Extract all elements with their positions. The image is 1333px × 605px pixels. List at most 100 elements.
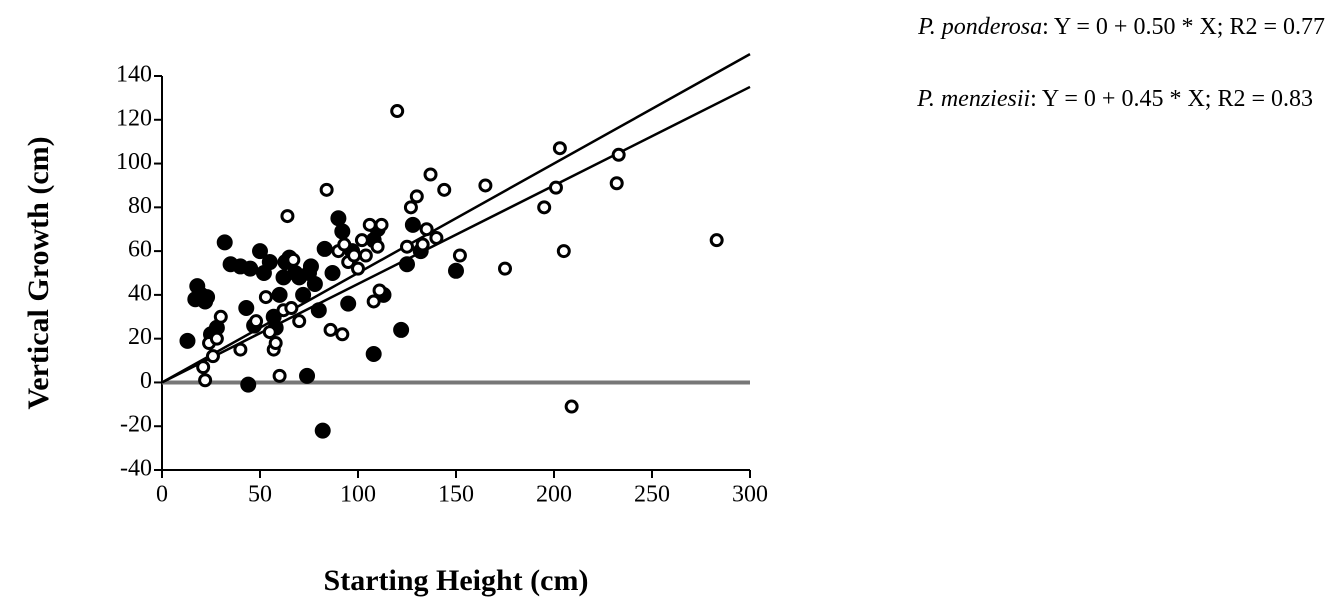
point	[179, 332, 196, 349]
point	[272, 368, 287, 383]
x-tick-label: 200	[536, 482, 572, 508]
x-tick-label: 250	[634, 482, 670, 508]
point	[324, 265, 341, 281]
point	[249, 314, 264, 329]
species: P. menziesii	[916, 86, 1030, 112]
point	[299, 367, 316, 384]
x-axis-title: Starting Height (cm)	[324, 564, 589, 597]
point	[478, 178, 493, 193]
y-tick-label: 140	[116, 62, 152, 88]
fit-annotation: P. ponderosa: Y = 0 + 0.50 * X; R2 = 0.7…	[917, 14, 1325, 40]
point	[316, 240, 333, 257]
point	[437, 182, 452, 197]
point	[323, 322, 338, 337]
point	[280, 209, 295, 224]
y-tick-label: 0	[140, 368, 152, 394]
x-tick-label: 150	[438, 482, 474, 508]
point	[393, 321, 410, 338]
point	[337, 237, 352, 252]
y-tick-label: 40	[128, 280, 152, 306]
point	[415, 237, 430, 252]
point	[261, 254, 278, 271]
point	[302, 258, 319, 275]
point	[365, 345, 382, 362]
point	[390, 104, 405, 119]
point	[354, 233, 369, 248]
point	[448, 262, 464, 279]
point	[216, 234, 233, 251]
point	[286, 252, 301, 267]
point	[611, 147, 626, 162]
fit-line	[161, 85, 751, 384]
point	[358, 248, 373, 263]
x-tick-label: 50	[248, 482, 272, 508]
y-tick-label: -40	[120, 456, 152, 482]
point	[351, 261, 365, 276]
point	[403, 200, 418, 215]
point	[709, 233, 724, 248]
point	[548, 180, 563, 195]
point	[556, 244, 571, 259]
y-tick-label: 80	[128, 193, 152, 219]
point	[564, 399, 579, 414]
point	[258, 290, 273, 305]
x-tick-label: 100	[340, 482, 376, 508]
point	[205, 349, 220, 364]
point	[199, 289, 216, 306]
point	[306, 275, 323, 292]
point	[452, 248, 467, 263]
point	[213, 309, 228, 324]
point	[319, 182, 334, 197]
y-tick-label: 60	[128, 237, 152, 263]
point	[347, 248, 362, 263]
point	[429, 230, 444, 245]
fit-annotation: P. menziesii: Y = 0 + 0.45 * X; R2 = 0.8…	[916, 86, 1313, 112]
point	[242, 260, 259, 277]
point	[370, 239, 385, 254]
point	[262, 325, 277, 340]
point	[552, 141, 567, 156]
point	[372, 283, 387, 298]
point	[374, 217, 389, 232]
point	[334, 223, 351, 240]
y-tick-label: 120	[116, 105, 152, 131]
x-tick-label: 300	[732, 482, 768, 508]
equation: : Y = 0 + 0.45 * X; R2 = 0.83	[1030, 86, 1313, 112]
point	[310, 302, 327, 319]
point	[362, 217, 377, 232]
point	[271, 286, 288, 303]
point	[238, 300, 255, 317]
point	[498, 261, 512, 276]
point	[292, 314, 307, 329]
point	[240, 376, 257, 393]
y-axis-title: Vertical Growth (cm)	[22, 136, 55, 409]
y-tick-label: 100	[116, 149, 152, 175]
point	[423, 167, 438, 182]
point	[537, 200, 552, 215]
point	[400, 239, 414, 254]
point	[295, 286, 312, 303]
point	[268, 336, 283, 351]
species: P. ponderosa	[917, 14, 1042, 40]
point	[335, 327, 350, 342]
point	[252, 243, 268, 260]
point	[609, 176, 624, 191]
y-tick-label: -20	[120, 412, 152, 438]
point	[366, 294, 381, 309]
x-tick-label: 0	[156, 482, 168, 508]
point	[409, 189, 424, 204]
fit-line	[161, 53, 751, 384]
equation: : Y = 0 + 0.50 * X; R2 = 0.77	[1042, 14, 1325, 40]
point	[404, 216, 421, 233]
y-tick-label: 20	[128, 324, 152, 350]
point	[209, 331, 224, 346]
point	[314, 422, 331, 439]
point	[284, 301, 299, 316]
point	[233, 342, 248, 357]
point	[399, 256, 415, 273]
point	[196, 360, 211, 375]
point	[340, 295, 357, 312]
point	[419, 222, 434, 237]
point	[198, 373, 213, 388]
